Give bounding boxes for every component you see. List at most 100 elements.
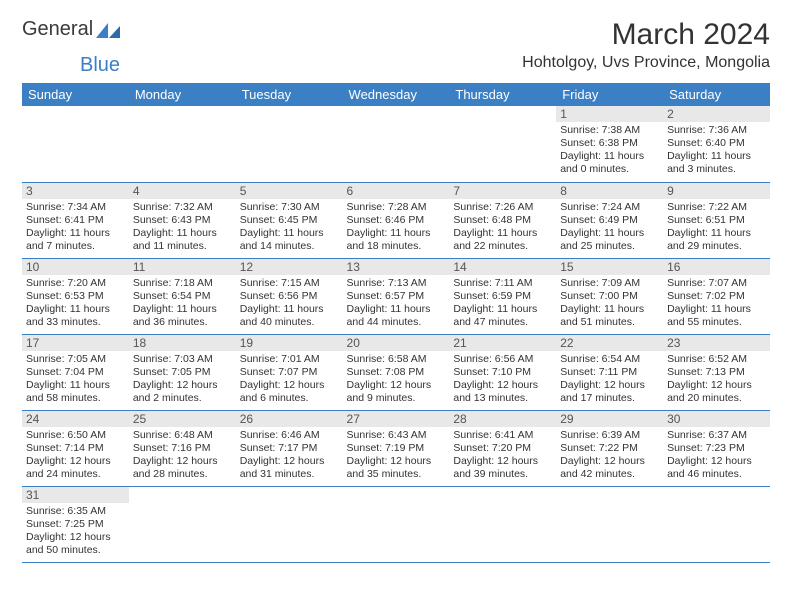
day-details: Sunrise: 6:54 AMSunset: 7:11 PMDaylight:… xyxy=(556,351,663,409)
calendar-body: 1Sunrise: 7:38 AMSunset: 6:38 PMDaylight… xyxy=(22,106,770,562)
calendar-cell xyxy=(449,486,556,562)
calendar-head: Sunday Monday Tuesday Wednesday Thursday… xyxy=(22,83,770,106)
sunset-text: Sunset: 7:20 PM xyxy=(453,442,552,455)
day-details: Sunrise: 7:07 AMSunset: 7:02 PMDaylight:… xyxy=(663,275,770,333)
daylight-text: Daylight: 11 hours and 7 minutes. xyxy=(26,227,125,253)
sunset-text: Sunset: 6:43 PM xyxy=(133,214,232,227)
sunset-text: Sunset: 6:51 PM xyxy=(667,214,766,227)
daylight-text: Daylight: 11 hours and 25 minutes. xyxy=(560,227,659,253)
sunrise-text: Sunrise: 7:15 AM xyxy=(240,277,339,290)
day-number xyxy=(236,106,343,108)
sunrise-text: Sunrise: 6:48 AM xyxy=(133,429,232,442)
calendar-cell xyxy=(556,486,663,562)
day-number: 2 xyxy=(663,106,770,122)
col-saturday: Saturday xyxy=(663,83,770,106)
daylight-text: Daylight: 12 hours and 46 minutes. xyxy=(667,455,766,481)
day-number: 10 xyxy=(22,259,129,275)
sunset-text: Sunset: 6:57 PM xyxy=(347,290,446,303)
calendar-cell xyxy=(236,486,343,562)
sunset-text: Sunset: 7:11 PM xyxy=(560,366,659,379)
col-thursday: Thursday xyxy=(449,83,556,106)
sunrise-text: Sunrise: 7:26 AM xyxy=(453,201,552,214)
sunrise-text: Sunrise: 7:32 AM xyxy=(133,201,232,214)
day-number: 6 xyxy=(343,183,450,199)
calendar-cell: 23Sunrise: 6:52 AMSunset: 7:13 PMDayligh… xyxy=(663,334,770,410)
daylight-text: Daylight: 12 hours and 24 minutes. xyxy=(26,455,125,481)
daylight-text: Daylight: 12 hours and 50 minutes. xyxy=(26,531,125,557)
calendar-cell: 25Sunrise: 6:48 AMSunset: 7:16 PMDayligh… xyxy=(129,410,236,486)
sunrise-text: Sunrise: 6:50 AM xyxy=(26,429,125,442)
day-number xyxy=(129,106,236,108)
sunrise-text: Sunrise: 7:24 AM xyxy=(560,201,659,214)
daylight-text: Daylight: 11 hours and 55 minutes. xyxy=(667,303,766,329)
day-number: 5 xyxy=(236,183,343,199)
sunrise-text: Sunrise: 6:46 AM xyxy=(240,429,339,442)
daylight-text: Daylight: 11 hours and 51 minutes. xyxy=(560,303,659,329)
sunrise-text: Sunrise: 7:05 AM xyxy=(26,353,125,366)
day-details: Sunrise: 7:09 AMSunset: 7:00 PMDaylight:… xyxy=(556,275,663,333)
day-number: 28 xyxy=(449,411,556,427)
col-sunday: Sunday xyxy=(22,83,129,106)
daylight-text: Daylight: 12 hours and 2 minutes. xyxy=(133,379,232,405)
day-details: Sunrise: 6:48 AMSunset: 7:16 PMDaylight:… xyxy=(129,427,236,485)
calendar-row: 10Sunrise: 7:20 AMSunset: 6:53 PMDayligh… xyxy=(22,258,770,334)
sunrise-text: Sunrise: 7:22 AM xyxy=(667,201,766,214)
sunrise-text: Sunrise: 7:28 AM xyxy=(347,201,446,214)
daylight-text: Daylight: 11 hours and 14 minutes. xyxy=(240,227,339,253)
day-number xyxy=(449,487,556,489)
calendar-cell: 27Sunrise: 6:43 AMSunset: 7:19 PMDayligh… xyxy=(343,410,450,486)
day-details: Sunrise: 7:36 AMSunset: 6:40 PMDaylight:… xyxy=(663,122,770,180)
calendar-cell: 30Sunrise: 6:37 AMSunset: 7:23 PMDayligh… xyxy=(663,410,770,486)
day-details: Sunrise: 6:50 AMSunset: 7:14 PMDaylight:… xyxy=(22,427,129,485)
calendar-cell: 20Sunrise: 6:58 AMSunset: 7:08 PMDayligh… xyxy=(343,334,450,410)
sunset-text: Sunset: 6:41 PM xyxy=(26,214,125,227)
day-details: Sunrise: 7:20 AMSunset: 6:53 PMDaylight:… xyxy=(22,275,129,333)
sunset-text: Sunset: 7:04 PM xyxy=(26,366,125,379)
sunset-text: Sunset: 7:10 PM xyxy=(453,366,552,379)
day-number: 8 xyxy=(556,183,663,199)
sunrise-text: Sunrise: 7:07 AM xyxy=(667,277,766,290)
sunset-text: Sunset: 6:45 PM xyxy=(240,214,339,227)
sunrise-text: Sunrise: 6:41 AM xyxy=(453,429,552,442)
sunrise-text: Sunrise: 7:20 AM xyxy=(26,277,125,290)
day-number: 16 xyxy=(663,259,770,275)
calendar-table: Sunday Monday Tuesday Wednesday Thursday… xyxy=(22,83,770,563)
day-details: Sunrise: 7:13 AMSunset: 6:57 PMDaylight:… xyxy=(343,275,450,333)
daylight-text: Daylight: 11 hours and 33 minutes. xyxy=(26,303,125,329)
sunrise-text: Sunrise: 7:01 AM xyxy=(240,353,339,366)
sunrise-text: Sunrise: 6:58 AM xyxy=(347,353,446,366)
day-number: 13 xyxy=(343,259,450,275)
sunset-text: Sunset: 6:53 PM xyxy=(26,290,125,303)
sunset-text: Sunset: 7:22 PM xyxy=(560,442,659,455)
daylight-text: Daylight: 12 hours and 35 minutes. xyxy=(347,455,446,481)
sunset-text: Sunset: 6:38 PM xyxy=(560,137,659,150)
day-details: Sunrise: 7:22 AMSunset: 6:51 PMDaylight:… xyxy=(663,199,770,257)
calendar-cell: 24Sunrise: 6:50 AMSunset: 7:14 PMDayligh… xyxy=(22,410,129,486)
calendar-cell: 6Sunrise: 7:28 AMSunset: 6:46 PMDaylight… xyxy=(343,182,450,258)
daylight-text: Daylight: 11 hours and 29 minutes. xyxy=(667,227,766,253)
day-number: 27 xyxy=(343,411,450,427)
calendar-cell: 15Sunrise: 7:09 AMSunset: 7:00 PMDayligh… xyxy=(556,258,663,334)
calendar-cell: 19Sunrise: 7:01 AMSunset: 7:07 PMDayligh… xyxy=(236,334,343,410)
sunset-text: Sunset: 7:14 PM xyxy=(26,442,125,455)
sunrise-text: Sunrise: 7:38 AM xyxy=(560,124,659,137)
day-details: Sunrise: 6:39 AMSunset: 7:22 PMDaylight:… xyxy=(556,427,663,485)
calendar-cell: 7Sunrise: 7:26 AMSunset: 6:48 PMDaylight… xyxy=(449,182,556,258)
sunset-text: Sunset: 7:07 PM xyxy=(240,366,339,379)
day-details: Sunrise: 6:56 AMSunset: 7:10 PMDaylight:… xyxy=(449,351,556,409)
day-number xyxy=(556,487,663,489)
day-details: Sunrise: 6:37 AMSunset: 7:23 PMDaylight:… xyxy=(663,427,770,485)
day-details: Sunrise: 7:11 AMSunset: 6:59 PMDaylight:… xyxy=(449,275,556,333)
calendar-cell: 4Sunrise: 7:32 AMSunset: 6:43 PMDaylight… xyxy=(129,182,236,258)
day-number: 21 xyxy=(449,335,556,351)
sunset-text: Sunset: 6:56 PM xyxy=(240,290,339,303)
day-number: 30 xyxy=(663,411,770,427)
day-number: 9 xyxy=(663,183,770,199)
calendar-cell: 26Sunrise: 6:46 AMSunset: 7:17 PMDayligh… xyxy=(236,410,343,486)
day-details: Sunrise: 7:26 AMSunset: 6:48 PMDaylight:… xyxy=(449,199,556,257)
logo: General xyxy=(22,18,123,41)
day-number: 18 xyxy=(129,335,236,351)
sunrise-text: Sunrise: 7:18 AM xyxy=(133,277,232,290)
day-number: 20 xyxy=(343,335,450,351)
sail-icon xyxy=(95,21,121,39)
